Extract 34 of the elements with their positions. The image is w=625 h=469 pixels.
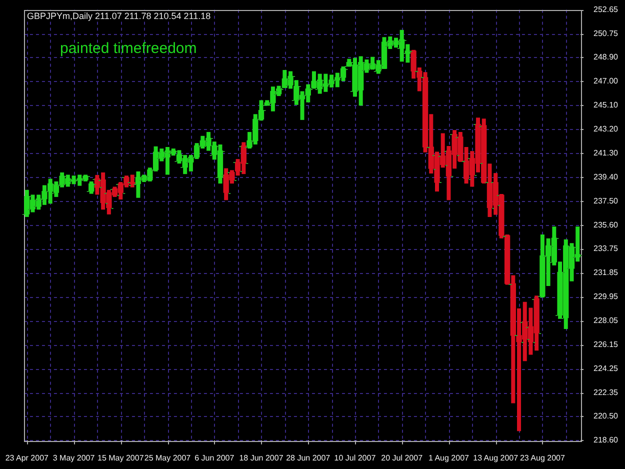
x-tick-label: 15 May 2007	[98, 453, 144, 462]
x-tick-label: 3 May 2007	[52, 453, 96, 462]
y-tick-label: 250.75	[594, 29, 619, 38]
y-tick-label: 235.60	[594, 220, 619, 230]
y-tick-label: 222.35	[594, 388, 619, 398]
y-tick-label: 239.40	[594, 172, 619, 182]
x-tick-label: 23 Apr 2007	[5, 453, 50, 462]
x-tick-label: 10 Jul 2007	[334, 453, 376, 462]
y-tick-label: 245.10	[594, 100, 619, 110]
y-tick-label: 237.50	[594, 196, 619, 206]
x-tick-label: 23 Aug 2007	[520, 453, 566, 462]
y-tick-label: 231.85	[594, 268, 619, 278]
y-tick-label: 252.65	[594, 5, 619, 14]
y-tick-label: 247.00	[594, 76, 619, 86]
x-tick-label: 25 May 2007	[144, 453, 192, 462]
y-tick-label: 226.15	[594, 340, 619, 350]
annotation: painted timefreedom	[60, 40, 197, 57]
y-tick-label: 241.30	[594, 148, 619, 158]
y-tick-label: 220.50	[594, 412, 619, 421]
y-tick-label: 218.60	[594, 436, 619, 445]
y-tick-label: 228.05	[594, 316, 619, 326]
y-tick-label: 243.20	[594, 124, 619, 134]
y-tick-label: 233.75	[594, 244, 619, 254]
x-tick-label: 13 Aug 2007	[473, 453, 519, 462]
candlestick	[88, 181, 94, 194]
y-tick-label: 224.25	[594, 364, 619, 374]
y-tick-label: 229.95	[594, 292, 619, 302]
x-tick-label: 18 Jun 2007	[239, 453, 284, 462]
chart-title: GBPJPYm,Daily 211.07 211.78 210.54 211.18	[26, 11, 212, 21]
x-tick-label: 20 Jul 2007	[381, 453, 424, 462]
x-tick-label: 28 Jun 2007	[286, 453, 331, 462]
x-tick-label: 1 Aug 2007	[428, 453, 470, 462]
x-tick-label: 6 Jun 2007	[194, 453, 235, 462]
y-tick-label: 248.90	[594, 52, 619, 62]
